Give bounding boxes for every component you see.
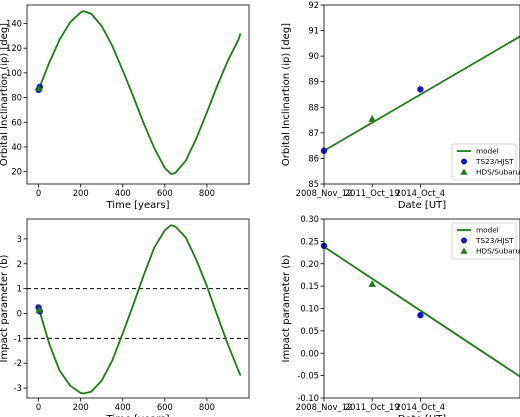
series-line-model	[324, 35, 520, 152]
data-point-hds-subaru	[368, 114, 376, 122]
y-axis-label: Orbital Inclinartion (ip) [deg]	[281, 23, 292, 166]
plot-area	[324, 245, 520, 378]
x-tick-label: 400	[115, 402, 131, 412]
data-point-hds-subaru	[35, 84, 44, 92]
y-tick-label: 80	[11, 93, 22, 103]
y-tick-label: 120	[6, 43, 22, 53]
y-tick-label: 89	[308, 77, 319, 87]
legend-label: TS23/HJST	[475, 157, 514, 166]
y-tick-label: 0.10	[300, 304, 319, 314]
legend-label: HDS/Subaru	[476, 247, 520, 256]
legend-label: TS23/HJST	[475, 236, 514, 245]
y-tick-label: 86	[308, 153, 319, 163]
y-tick-label: 0.05	[300, 326, 319, 336]
x-tick-label: 2008_Nov_12	[296, 188, 353, 198]
y-tick-label: 1	[17, 284, 22, 294]
legend-box	[451, 143, 517, 181]
x-tick-label: 2014_Oct_4	[396, 188, 446, 198]
y-tick-label: 2	[17, 259, 22, 269]
x-tick-label: 2011_Oct_19	[345, 188, 400, 198]
y-tick-label: 140	[6, 19, 22, 29]
y-tick-label: 0.30	[300, 214, 319, 224]
y-axis-label: Impact parameter (b)	[0, 254, 10, 362]
legend-label: model	[476, 226, 499, 235]
y-tick-label: 0.20	[300, 259, 319, 269]
x-axis-label: Time [years]	[106, 414, 170, 417]
x-tick-label: 800	[199, 402, 215, 412]
y-tick-label: 92	[308, 0, 319, 10]
data-point-ts23-hjst	[417, 86, 424, 93]
plot-area	[37, 224, 242, 395]
y-tick-label: 85	[308, 179, 319, 189]
legend-swatch-ts23-hjst	[461, 158, 467, 165]
x-tick-label: 200	[73, 188, 89, 198]
y-tick-label: 88	[308, 102, 319, 112]
x-tick-label: 0	[36, 188, 41, 198]
x-tick-label: 2008_Nov_12	[296, 402, 353, 412]
series-line-model	[37, 224, 242, 395]
plot-area	[324, 35, 520, 152]
y-axis-label: Orbital Inclinartion (ip) [deg]	[0, 23, 10, 166]
x-tick-label: 2011_Oct_19	[345, 402, 400, 412]
axes-frame	[26, 218, 250, 399]
legend-label: HDS/Subaru	[476, 168, 520, 177]
axes-frame	[26, 4, 250, 185]
x-tick-label: 400	[115, 188, 131, 198]
y-tick-label: 87	[308, 128, 319, 138]
y-tick-label: -3	[14, 383, 22, 393]
x-axis-label: Time [years]	[106, 200, 170, 211]
y-tick-label: -1	[14, 333, 22, 343]
axes-frame	[323, 4, 520, 185]
y-axis-label: Impact parameter (b)	[281, 254, 292, 362]
legend-swatch-hds-subaru	[460, 168, 468, 175]
data-point-hds-subaru	[35, 305, 44, 313]
y-tick-label: -0.10	[297, 393, 319, 403]
x-tick-label: 2014_Oct_4	[396, 402, 446, 412]
y-tick-label: 3	[17, 234, 22, 244]
data-point-hds-subaru	[368, 280, 376, 287]
y-tick-label: 20	[11, 167, 22, 177]
y-tick-label: -2	[14, 358, 22, 368]
x-axis-label: Date [UT]	[398, 200, 446, 211]
y-tick-label: 0.25	[300, 236, 319, 246]
data-point-ts23-hjst	[417, 312, 424, 319]
legend-swatch-ts23-hjst	[461, 237, 467, 244]
x-axis-label: Date [UT]	[398, 414, 446, 417]
y-tick-label: 0.00	[300, 348, 319, 358]
y-tick-label: 0	[17, 308, 22, 318]
y-tick-label: 60	[11, 117, 22, 127]
legend-swatch-hds-subaru	[460, 247, 468, 254]
x-tick-label: 200	[73, 402, 89, 412]
x-tick-label: 0	[36, 402, 41, 412]
y-tick-label: -0.05	[297, 371, 319, 381]
plot-area	[37, 10, 242, 176]
legend-box	[451, 222, 517, 260]
y-tick-label: 90	[308, 51, 319, 61]
legend-label: model	[476, 147, 499, 156]
x-tick-label: 600	[157, 188, 173, 198]
series-line-model	[324, 245, 520, 378]
x-tick-label: 800	[199, 188, 215, 198]
y-tick-label: 0.15	[300, 281, 319, 291]
chart-panel-top-left: 0 200 400 600 800 20 40 60 80 100 120 140 Time [year…	[0, 4, 250, 211]
x-tick-label: 600	[157, 402, 173, 412]
y-tick-label: 91	[308, 26, 319, 36]
y-tick-label: 100	[6, 68, 22, 78]
series-line-model	[37, 10, 242, 176]
chart-panel-bottom-left: 0 200 400 600 800 -3 -2 -1 0 1 2 3 Time [years] Impac…	[0, 218, 250, 417]
y-tick-label: 40	[11, 142, 22, 152]
